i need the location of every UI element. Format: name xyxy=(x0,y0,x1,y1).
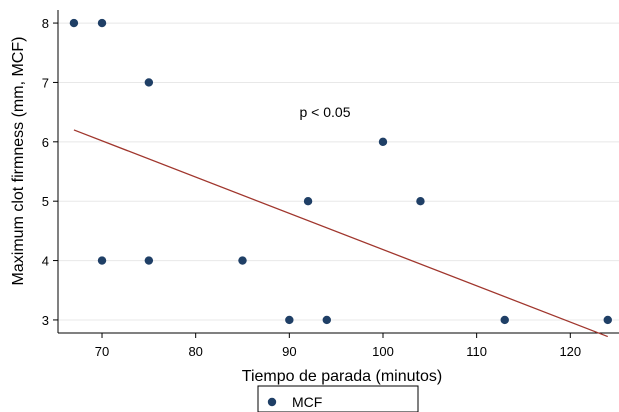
data-point-4 xyxy=(303,196,313,206)
data-point-5 xyxy=(416,196,425,206)
fit-line-layer xyxy=(73,129,608,338)
data-point-11 xyxy=(500,315,509,325)
legend-box xyxy=(257,385,419,412)
data-point-8 xyxy=(238,256,247,265)
legend-label: MCF xyxy=(292,394,322,410)
y-tick-label-5: 5 xyxy=(42,194,49,209)
x-tick-label-110: 110 xyxy=(466,344,487,359)
x-tick-label-80: 80 xyxy=(188,344,202,359)
y-axis-title: Maximum clot firmness (mm, MCF) xyxy=(10,37,27,286)
y-axis-ticks: 3 4 5 6 7 8 xyxy=(42,16,58,328)
grid-lines xyxy=(58,22,619,321)
y-tick-label-3: 3 xyxy=(42,313,49,328)
data-point-3 xyxy=(378,137,388,147)
data-point-10 xyxy=(322,315,331,325)
data-point-7 xyxy=(144,256,154,265)
data-point-9 xyxy=(285,315,294,325)
data-point-1 xyxy=(97,18,107,28)
p-value-annotation: p < 0.05 xyxy=(300,104,351,120)
axes xyxy=(57,10,619,334)
y-tick-label-6: 6 xyxy=(42,135,49,150)
x-axis-title: Tiempo de parada (minutos) xyxy=(242,368,442,385)
x-axis-ticks: 70 80 90 100 110 120 xyxy=(95,333,581,359)
x-tick-label-100: 100 xyxy=(372,344,394,359)
x-tick-label-70: 70 xyxy=(95,344,109,359)
data-point-6 xyxy=(97,256,107,265)
fit-line xyxy=(73,129,608,338)
data-point-12 xyxy=(603,315,612,325)
data-point-0 xyxy=(69,18,79,28)
data-point-2 xyxy=(144,78,154,87)
y-tick-label-8: 8 xyxy=(42,16,49,31)
x-tick-label-120: 120 xyxy=(559,344,581,359)
legend: MCF xyxy=(257,385,419,412)
y-tick-label-7: 7 xyxy=(42,75,49,90)
x-tick-label-90: 90 xyxy=(282,344,296,359)
legend-marker xyxy=(267,397,277,407)
y-tick-label-4: 4 xyxy=(42,254,49,269)
data-points xyxy=(69,18,612,325)
